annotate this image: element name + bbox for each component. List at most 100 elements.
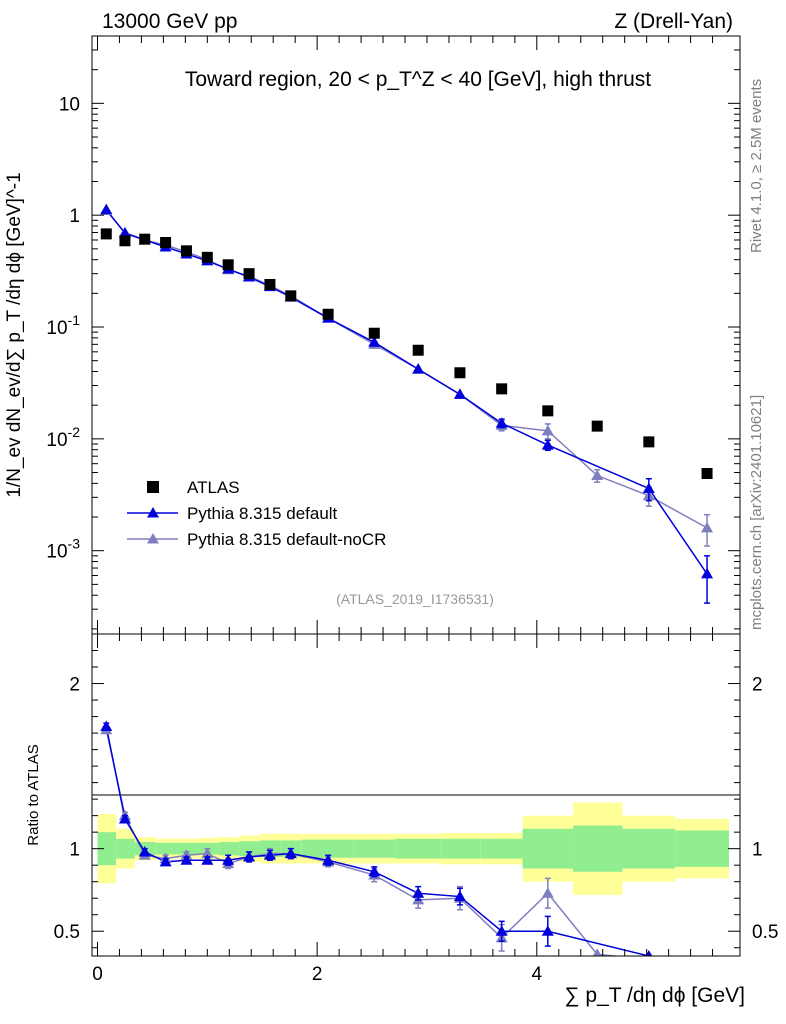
ratio-marker	[412, 887, 425, 898]
ratio-marker	[138, 845, 151, 857]
chart-title: Toward region, 20 < p_T^Z < 40 [GeV], hi…	[185, 68, 651, 91]
atlas-point	[119, 235, 131, 247]
atlas-point	[322, 308, 334, 320]
legend-marker	[147, 533, 159, 544]
ratio-band-inner	[573, 825, 623, 872]
ratio-marker	[201, 854, 214, 865]
ratio-marker	[284, 847, 297, 859]
atlas-point	[139, 233, 151, 245]
ratio-marker	[453, 890, 466, 902]
atlas-point	[496, 383, 508, 395]
ratio-marker	[368, 865, 381, 877]
ratio-band-inner	[97, 832, 117, 866]
atlas-point	[201, 251, 213, 263]
ratio-marker	[263, 849, 276, 860]
ratio-band-inner	[480, 838, 523, 859]
header-left: 13000 GeV pp	[102, 10, 237, 33]
series-marker	[701, 567, 714, 579]
atlas-point	[542, 405, 554, 417]
ratio-tick-label-right: 1	[752, 840, 763, 861]
ratio-marker	[243, 850, 256, 862]
ratio-tick-label-right: 0.5	[752, 922, 778, 943]
ratio-tick-label: 1	[69, 840, 80, 861]
ratio-marker	[322, 854, 335, 865]
ratio-marker	[180, 854, 193, 865]
x-tick-label: 0	[92, 964, 103, 985]
ratio-band-inner	[395, 838, 441, 859]
watermark: (ATLAS_2019_I1736531)	[336, 591, 494, 607]
rivet-label: Rivet 4.1.0, ≥ 2.5M events	[748, 79, 765, 253]
ratio-band-inner	[353, 839, 396, 858]
ratio-tick-label: 2	[69, 675, 80, 696]
atlas-point	[222, 259, 234, 271]
y-tick-label: 1	[69, 206, 80, 227]
y-tick-label: 10	[59, 94, 80, 115]
legend-label: Pythia 8.315 default-noCR	[187, 530, 386, 549]
ratio-marker	[100, 720, 113, 731]
ratio-band-inner	[116, 838, 135, 859]
atlas-point	[160, 236, 172, 248]
series-marker	[591, 469, 604, 481]
ratio-marker	[592, 948, 602, 956]
ratio-band-inner	[176, 842, 198, 855]
ratio-marker	[222, 854, 235, 865]
atlas-point	[180, 245, 192, 257]
atlas-point	[643, 436, 655, 448]
ratio-y-axis-label: Ratio to ATLAS	[25, 744, 42, 845]
ratio-marker	[201, 847, 214, 859]
ratio-band-inner	[239, 841, 261, 857]
series-marker	[541, 424, 554, 436]
ratio-tick-label: 0.5	[54, 922, 80, 943]
ratio-marker	[541, 887, 554, 898]
legend-atlas-marker	[147, 481, 159, 493]
ratio-band-inner	[440, 838, 481, 859]
series-marker	[100, 203, 113, 215]
series-marker	[642, 482, 655, 493]
ratio-marker	[495, 925, 508, 936]
atlas-point	[285, 290, 297, 302]
ratio-tick-label-right: 2	[752, 675, 763, 696]
ratio-band-inner	[218, 842, 240, 856]
ratio-band-inner	[301, 839, 354, 858]
x-axis-label: ∑ p_T /dη dϕ [GeV]	[565, 984, 745, 1007]
mcplots-label: mcplots.cern.ch [arXiv:2401.10621]	[748, 395, 765, 630]
series-marker	[701, 521, 714, 533]
ratio-marker	[118, 812, 131, 824]
ratio-band-inner	[622, 828, 676, 869]
atlas-point	[100, 228, 112, 240]
y-tick-label: 10-2	[46, 424, 80, 451]
legend: ATLAS Pythia 8.315 default Pythia 8.315 de…	[127, 478, 386, 549]
ratio-frame	[91, 633, 741, 957]
legend-label: ATLAS	[187, 478, 240, 497]
ratio-panel: 0.5 0.5 1 1 2 2 Ratio to ATLAS	[25, 633, 778, 957]
y-axis-label: 1/N_ev dN_ev/d∑ p_T /dη dϕ [GeV]^-1	[4, 172, 25, 497]
atlas-point	[264, 278, 276, 290]
ratio-band-inner	[155, 842, 177, 855]
atlas-point	[368, 327, 380, 339]
x-tick-label: 2	[312, 964, 323, 985]
y-tick-label: 10-3	[46, 536, 80, 563]
header-right: Z (Drell-Yan)	[614, 10, 733, 33]
atlas-point	[591, 420, 603, 432]
legend-label: Pythia 8.315 default	[187, 504, 338, 523]
main-panel: 10-3 10-2 10-1 1 10 Toward region, 20 < p_T^…	[4, 35, 741, 635]
chart-title-text: Toward region, 20 < p_T^Z < 40 [GeV], hi…	[185, 68, 651, 91]
atlas-point	[412, 344, 424, 356]
atlas-point	[454, 367, 466, 379]
ratio-marker	[541, 925, 554, 936]
ratio-band-inner	[522, 828, 574, 869]
legend-marker	[147, 507, 159, 518]
series-marker	[541, 439, 554, 450]
series-marker	[368, 336, 381, 347]
atlas-point	[701, 468, 713, 480]
atlas-point	[243, 268, 255, 280]
ratio-band-inner	[675, 830, 730, 867]
series-marker	[118, 227, 131, 238]
series-marker	[412, 363, 425, 374]
ratio-marker	[159, 855, 172, 867]
y-tick-label: 10-1	[46, 312, 80, 339]
series-marker	[453, 388, 466, 399]
series-marker	[495, 417, 508, 428]
x-tick-label: 4	[532, 964, 543, 985]
